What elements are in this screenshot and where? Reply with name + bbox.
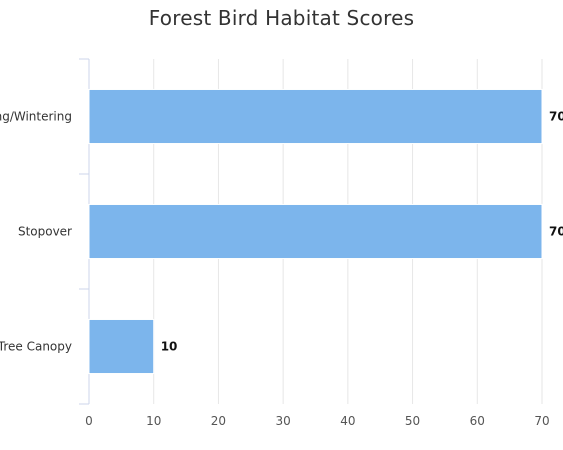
x-tick-label: 30 <box>276 414 291 428</box>
x-tick-label: 60 <box>470 414 485 428</box>
category-label: Tree Canopy <box>0 340 72 354</box>
bars <box>88 88 543 375</box>
x-tick-label: 10 <box>146 414 161 428</box>
bar <box>88 203 543 260</box>
data-label: 70 <box>549 110 563 124</box>
axes <box>79 58 90 405</box>
labels: 0 10 20 30 40 50 60 70 Breeding/Wintering 70 Stopo… <box>0 110 563 429</box>
category-label: Stopover <box>18 225 72 239</box>
x-tick-label: 40 <box>340 414 355 428</box>
x-tick-label: 70 <box>534 414 549 428</box>
x-tick-label: 50 <box>405 414 420 428</box>
bar <box>88 88 543 145</box>
category-label: Breeding/Wintering <box>0 110 72 124</box>
x-tick-label: 0 <box>85 414 93 428</box>
data-label: 70 <box>549 225 563 239</box>
x-tick-label: 20 <box>211 414 226 428</box>
chart-title: Forest Bird Habitat Scores <box>148 6 415 30</box>
data-label: 10 <box>161 340 178 354</box>
bar <box>88 318 155 375</box>
